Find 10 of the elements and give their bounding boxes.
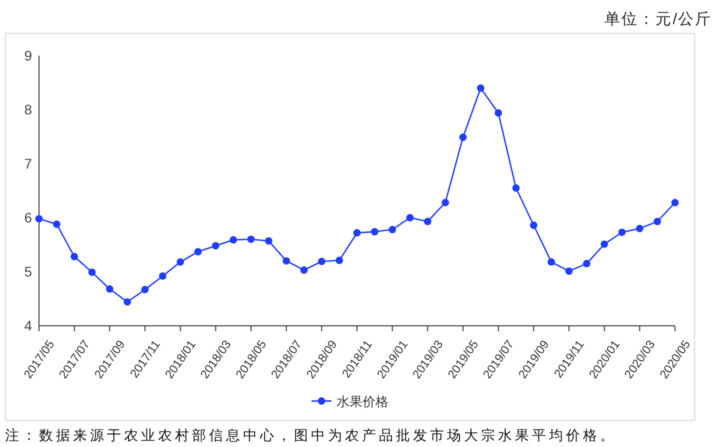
legend: 水果价格 [312, 394, 388, 409]
y-tick-label: 5 [24, 264, 32, 280]
y-tick-label: 4 [24, 318, 32, 334]
y-tick-label: 6 [24, 210, 32, 226]
y-tick-label: 7 [24, 156, 32, 172]
y-axis-title: 单位：元/公斤 [604, 10, 712, 28]
y-tick-label: 9 [24, 48, 32, 64]
text: 注：数据来源于农业农村部信息中心，图中为农产品批发市场大宗水果平均价格。 [5, 428, 617, 444]
y-tick-label: 8 [24, 102, 32, 118]
legend-label: 水果价格 [336, 394, 388, 409]
